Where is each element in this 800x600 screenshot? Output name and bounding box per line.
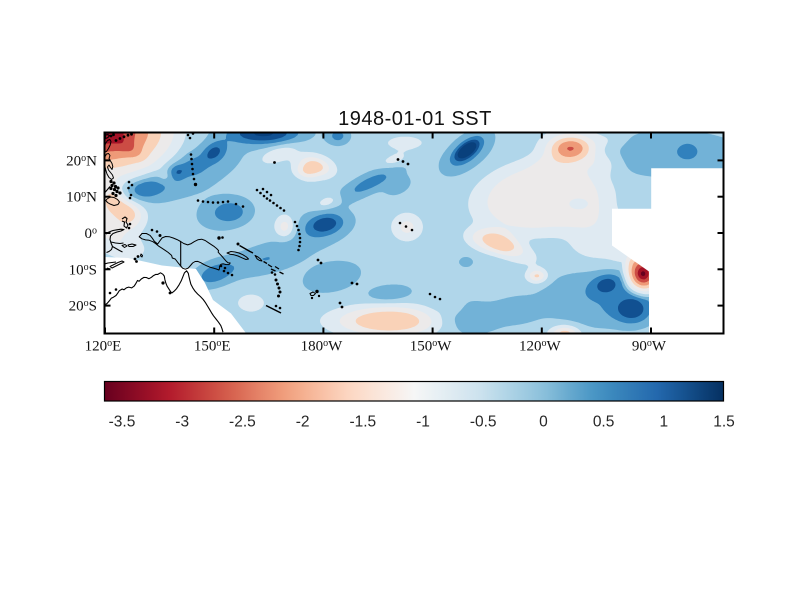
svg-text:20oS: 20oS bbox=[69, 298, 97, 315]
svg-text:10oS: 10oS bbox=[69, 262, 97, 279]
svg-text:1948-01-01 SST: 1948-01-01 SST bbox=[338, 108, 492, 130]
svg-text:0.5: 0.5 bbox=[593, 414, 615, 431]
svg-text:-3.5: -3.5 bbox=[109, 414, 136, 431]
svg-text:1: 1 bbox=[659, 414, 668, 431]
svg-text:150oW: 150oW bbox=[410, 338, 453, 355]
svg-text:120oW: 120oW bbox=[519, 338, 562, 355]
svg-text:180oW: 180oW bbox=[301, 338, 344, 355]
svg-text:90oW: 90oW bbox=[632, 338, 667, 355]
svg-text:-1.5: -1.5 bbox=[349, 414, 376, 431]
svg-text:-1: -1 bbox=[416, 414, 430, 431]
svg-text:0: 0 bbox=[539, 414, 548, 431]
svg-text:150oE: 150oE bbox=[194, 338, 231, 355]
svg-text:10oN: 10oN bbox=[66, 189, 97, 206]
svg-text:-2.5: -2.5 bbox=[229, 414, 256, 431]
svg-text:20oN: 20oN bbox=[66, 153, 97, 170]
svg-text:-0.5: -0.5 bbox=[470, 414, 497, 431]
svg-text:1.5: 1.5 bbox=[713, 414, 735, 431]
svg-text:-3: -3 bbox=[175, 414, 189, 431]
svg-text:120oE: 120oE bbox=[85, 338, 122, 355]
svg-text:-2: -2 bbox=[296, 414, 310, 431]
